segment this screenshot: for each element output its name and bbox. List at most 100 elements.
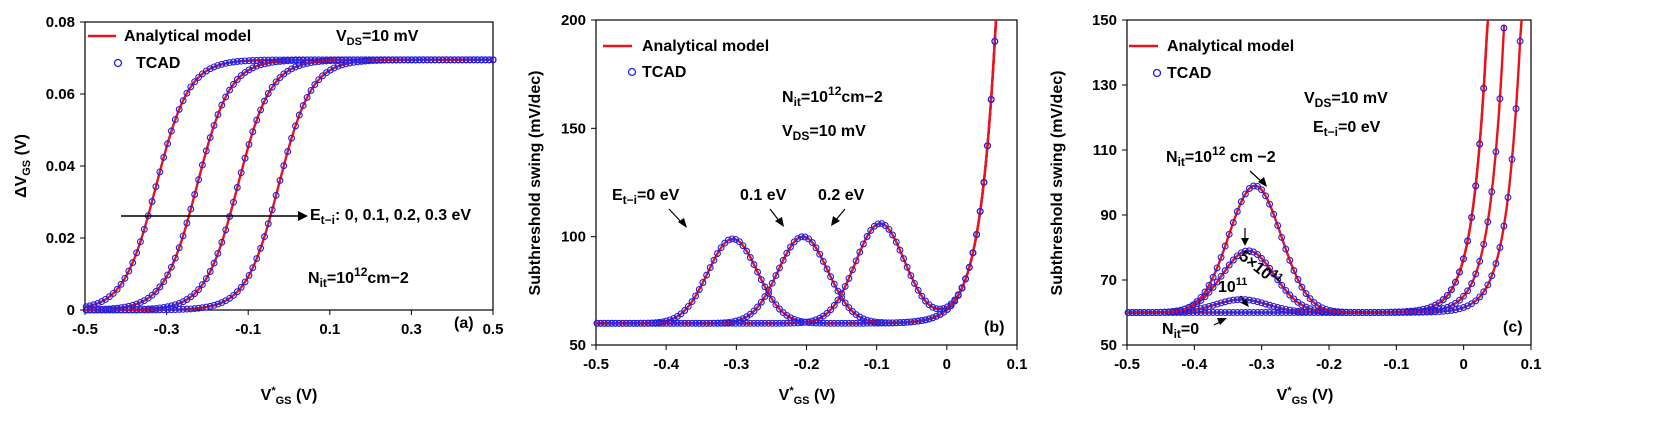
panel-b-tcad-point [922, 316, 929, 324]
panel-a-tcad-point [230, 291, 237, 299]
panel-c-tcad-point [1241, 247, 1249, 255]
panel-c-tcad-point [1395, 308, 1403, 316]
panel-a-tcad-point [195, 73, 203, 81]
panel-a-tcad-point [148, 198, 156, 205]
panel-b-tcad-point [688, 298, 696, 306]
panel-c-tcad-point [1480, 84, 1488, 92]
panel-a-tcad-point [241, 154, 249, 162]
panel-a-tcad-point [133, 249, 141, 257]
panel-b-ytick-label: 200 [561, 12, 586, 29]
panel-b-tcad-point [841, 299, 849, 307]
panel-c-tcad-point [1476, 257, 1484, 265]
panel-b-tcad-point [776, 264, 783, 272]
panel-b-tcad-point [750, 261, 758, 269]
panel-a-tcad-point [198, 304, 206, 312]
panel-c-tcad-point [1209, 283, 1217, 291]
panel-b-tcad-point [692, 292, 700, 300]
panel-b-tcad-point [797, 233, 805, 241]
panel-c-tcad-point [1464, 287, 1472, 295]
panel-a-tcad-point [288, 57, 296, 65]
panel-c-tcad-point [1286, 256, 1294, 264]
panel-a-tcad-point [261, 233, 268, 241]
panel-c-tcad-point [1241, 309, 1249, 316]
panel-b-tcad-point [852, 257, 860, 265]
panel-a-tcad-point [191, 78, 199, 86]
panel-b-tcad-point [900, 255, 908, 263]
panel-a-tcad-point [261, 60, 268, 68]
panel-a-tcad-point [140, 306, 148, 314]
panel-b-tcad-point [889, 231, 897, 239]
legend-tcad-label: TCAD [642, 64, 686, 81]
panel-c-tcad-point [1500, 24, 1508, 32]
panel-c-tcad-point [1217, 253, 1225, 261]
panel-b-tcad-point [790, 319, 798, 327]
panel-b-tcad-point [739, 242, 747, 250]
panel-a-tcad-point [249, 128, 257, 136]
panel-c-tcad-point [1375, 309, 1383, 316]
panel-a-tcad-point [253, 255, 261, 263]
panel-b-tcad-point [757, 276, 765, 284]
panel-b-tcad-point [830, 319, 838, 327]
panel-b-tcad-point [827, 306, 835, 314]
panel-c-tcad-point [1423, 308, 1431, 316]
panel-c-tcad-point [1286, 291, 1294, 299]
panel-a-tcad-point [129, 301, 137, 309]
panel-b-tcad-point [670, 314, 678, 322]
panel-b-tcad-point [929, 314, 937, 322]
panel-a-tcad-point [164, 271, 172, 279]
panel-c-tcad-point [1157, 308, 1164, 316]
panel-c-tcad-point [1334, 308, 1342, 316]
panel-c-tcad-point [1225, 261, 1233, 269]
panel-b-tcad-point [695, 319, 703, 327]
panel-c-xtick-label: -0.5 [1114, 356, 1140, 373]
panel-c-tcad-point [1254, 298, 1261, 306]
panel-b-tcad-point [750, 319, 758, 327]
panel-c-ytick-label: 110 [1093, 142, 1117, 159]
panel-a-tcad-point [330, 57, 338, 64]
panel-c-tcad-point [1460, 255, 1467, 263]
panel-a-ytick-label: 0 [67, 302, 75, 319]
panel-a-tcad-point [431, 56, 439, 64]
panel-c-tcad-point [1383, 309, 1391, 316]
panel-b-tcad-point [845, 304, 853, 312]
panel-c-tcad-point [1484, 218, 1492, 226]
panel-a-tcad-point [268, 83, 276, 91]
panel-b-tcad-point [874, 220, 882, 228]
panel-c-ytick-label: 50 [1100, 337, 1117, 354]
panel-b-tcad-point [699, 319, 707, 327]
panel-a-tcad-point [179, 232, 187, 240]
panel-a-tcad-point [268, 58, 276, 66]
panel-a-tcad-point [423, 56, 431, 64]
panel-b-tcad-point [987, 96, 995, 103]
panel-a-tcad-point [98, 306, 106, 314]
panel-a-tcad-point [462, 56, 470, 64]
panel-b-tcad-point [662, 319, 670, 327]
panel-b-tcad-point [772, 319, 780, 327]
panel-c-tcad-point [1290, 307, 1298, 315]
panel-a-tcad-point [284, 57, 292, 65]
panel-c-tcad-point [1310, 306, 1318, 314]
panel-a-tcad-point [381, 56, 389, 64]
panel-b-tcad-point [783, 319, 791, 327]
panel-b-tcad-point [706, 319, 714, 327]
legend-tcad-swatch [1152, 68, 1162, 78]
panel-b-tcad-point [878, 319, 886, 326]
legend-tcad-swatch [627, 67, 637, 77]
panel-c-tcad-point [1480, 288, 1488, 296]
panel-c-tcad-point [1492, 260, 1500, 268]
panel-c-tcad-point [1173, 307, 1181, 315]
panel-b-tcad-point [830, 280, 838, 288]
panel-c-tcad-point [1197, 293, 1205, 301]
panel-c-tcad-point [1403, 308, 1411, 316]
panel-c-tcad-point [1254, 251, 1261, 258]
panel-c-tcad-point [1221, 267, 1229, 275]
panel-c-tcad-point [1245, 296, 1253, 304]
panel-b-tcad-point [951, 296, 959, 304]
panel-c-tcad-point [1472, 270, 1480, 278]
panel-b-tcad-point [794, 319, 802, 327]
panel-b-tcad-point [925, 315, 933, 323]
panel-b-tcad-point [648, 319, 656, 327]
panel-a-tcad-point [288, 65, 296, 73]
panel-c-tcad-point [1318, 304, 1326, 312]
panel-b-tcad-point [841, 319, 849, 327]
